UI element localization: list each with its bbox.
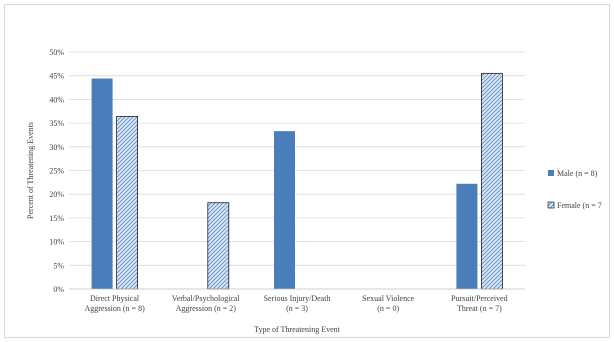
legend-swatch	[548, 170, 554, 176]
y-tick-label: 0%	[53, 285, 64, 294]
x-tick-label: Direct Physical	[90, 294, 140, 303]
y-tick-label: 15%	[49, 214, 64, 223]
x-tick-label: Pursuit/Perceived	[451, 294, 507, 303]
gridlines	[69, 51, 525, 266]
x-tick-label: Aggression (n = 8)	[84, 304, 145, 313]
legend-label: Female (n = 7	[557, 201, 602, 210]
y-tick-label: 40%	[49, 95, 64, 104]
bar-male	[274, 131, 295, 289]
legend-label: Male (n = 8)	[557, 169, 598, 178]
bar-female	[480, 72, 503, 290]
y-tick-label: 5%	[53, 261, 64, 270]
y-tick-label: 45%	[49, 72, 64, 81]
x-tick-label: (n = 0)	[377, 304, 399, 313]
x-tick-label: Threat (n = 7)	[457, 304, 502, 313]
y-axis-title: Percent of Threatening Events	[26, 122, 35, 219]
bars	[91, 72, 503, 290]
bar-chart: 0% 5% 10% 15% 20% 25% 30% 35% 40% 45% 50% Direct P…	[26, 48, 602, 334]
x-tick-label: Verbal/Psychological	[172, 294, 241, 303]
bar-female	[207, 202, 230, 290]
x-tick-label: Serious Injury/Death	[264, 294, 331, 303]
y-tick-label: 35%	[49, 119, 64, 128]
legend: Male (n = 8) Female (n = 7	[547, 169, 602, 210]
y-tick-label: 30%	[49, 143, 64, 152]
y-tick-label: 25%	[49, 167, 64, 176]
y-axis-ticks: 0% 5% 10% 15% 20% 25% 30% 35% 40% 45% 50%	[49, 48, 64, 294]
bar-female	[116, 116, 138, 290]
x-tick-label: Sexual Violence	[362, 294, 414, 303]
bar-male	[456, 183, 478, 289]
y-tick-label: 20%	[49, 190, 64, 199]
x-axis-title: Type of Threatening Event	[254, 325, 340, 334]
chart-frame: 0% 5% 10% 15% 20% 25% 30% 35% 40% 45% 50% Direct P…	[4, 4, 610, 338]
x-tick-label: (n = 3)	[286, 304, 308, 313]
y-tick-label: 10%	[49, 238, 64, 247]
x-tick-label: Aggression (n = 2)	[176, 304, 237, 313]
legend-swatch	[547, 201, 555, 209]
y-tick-label: 50%	[49, 48, 64, 57]
bar-male	[91, 78, 113, 289]
